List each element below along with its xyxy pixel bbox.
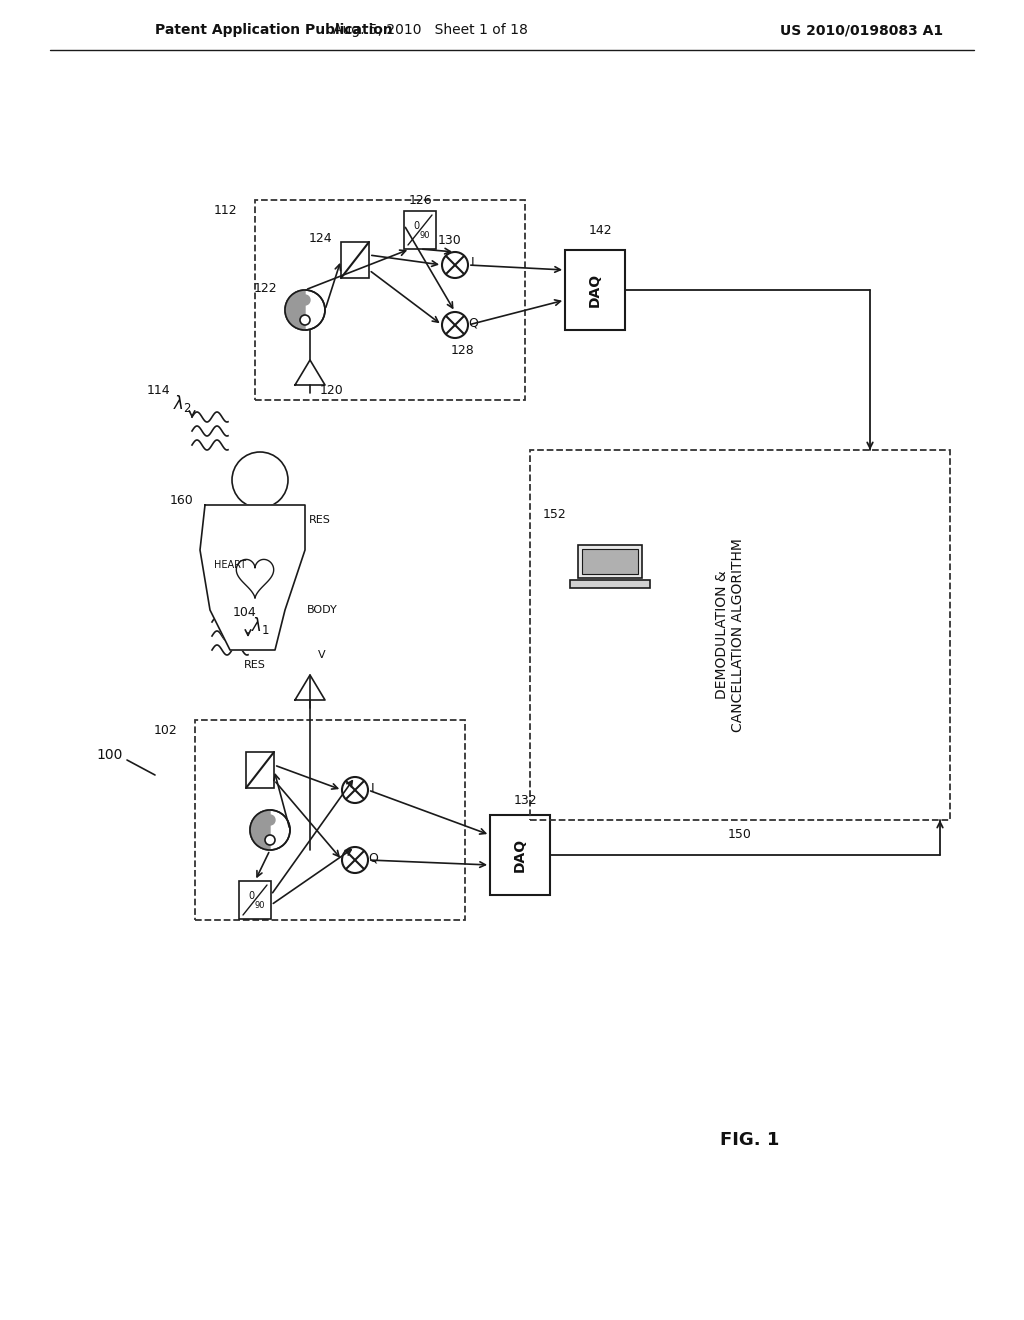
- Text: 160: 160: [170, 494, 194, 507]
- Bar: [255, 201, 525, 400]
- Text: 122: 122: [253, 281, 278, 294]
- Text: 152: 152: [543, 508, 567, 521]
- Text: 132: 132: [513, 793, 537, 807]
- Bar: [582, 549, 638, 574]
- Bar: [195, 719, 465, 920]
- Bar: [404, 211, 436, 249]
- Text: 150: 150: [728, 829, 752, 842]
- Text: DEMODULATION &
CANCELLATION ALGORITHM: DEMODULATION & CANCELLATION ALGORITHM: [715, 539, 745, 731]
- Circle shape: [442, 252, 468, 279]
- Text: 90: 90: [420, 231, 430, 239]
- Circle shape: [442, 312, 468, 338]
- Text: I: I: [371, 781, 375, 795]
- Bar: [570, 579, 650, 589]
- Text: RES: RES: [244, 660, 266, 671]
- Bar: [565, 249, 625, 330]
- Text: 142: 142: [588, 223, 611, 236]
- Text: HEART: HEART: [214, 560, 246, 570]
- Text: 90: 90: [255, 900, 265, 909]
- Text: DAQ: DAQ: [513, 838, 527, 873]
- Text: 120: 120: [321, 384, 344, 396]
- Circle shape: [232, 451, 288, 508]
- Text: 0: 0: [413, 220, 419, 231]
- Text: BODY: BODY: [306, 605, 337, 615]
- Polygon shape: [285, 290, 305, 330]
- Circle shape: [250, 810, 290, 850]
- Text: FIG. 1: FIG. 1: [720, 1131, 779, 1148]
- Text: 112: 112: [213, 203, 237, 216]
- Polygon shape: [237, 560, 273, 598]
- Polygon shape: [295, 675, 325, 700]
- Text: Q: Q: [368, 851, 378, 865]
- Circle shape: [342, 847, 368, 873]
- Bar: [490, 814, 550, 895]
- Circle shape: [285, 290, 325, 330]
- Text: Q: Q: [468, 317, 478, 330]
- Text: 124: 124: [308, 231, 332, 244]
- Polygon shape: [250, 810, 270, 850]
- Text: 102: 102: [154, 723, 177, 737]
- Text: DAQ: DAQ: [588, 273, 602, 308]
- Text: 130: 130: [438, 234, 462, 247]
- Text: $\lambda_2$: $\lambda_2$: [173, 392, 191, 413]
- Circle shape: [342, 777, 368, 803]
- Text: 104: 104: [233, 606, 257, 619]
- Circle shape: [300, 294, 310, 305]
- Circle shape: [265, 814, 275, 825]
- Circle shape: [265, 836, 275, 845]
- Text: V: V: [318, 649, 326, 660]
- Text: 0: 0: [248, 891, 254, 902]
- Bar: [239, 880, 271, 919]
- Bar: [341, 242, 369, 279]
- Text: 114: 114: [146, 384, 170, 396]
- Text: US 2010/0198083 A1: US 2010/0198083 A1: [780, 22, 943, 37]
- Polygon shape: [200, 506, 305, 649]
- Text: Patent Application Publication: Patent Application Publication: [155, 22, 393, 37]
- Text: $\lambda_1$: $\lambda_1$: [251, 615, 269, 635]
- Text: 126: 126: [409, 194, 432, 206]
- Bar: [246, 752, 274, 788]
- Text: Aug. 5, 2010   Sheet 1 of 18: Aug. 5, 2010 Sheet 1 of 18: [333, 22, 527, 37]
- Circle shape: [300, 315, 310, 325]
- Bar: [578, 545, 642, 578]
- Bar: [530, 450, 950, 820]
- Text: RES: RES: [309, 515, 331, 525]
- Polygon shape: [295, 360, 325, 385]
- Text: I: I: [471, 256, 475, 269]
- Text: 100: 100: [97, 748, 123, 762]
- Text: 128: 128: [452, 343, 475, 356]
